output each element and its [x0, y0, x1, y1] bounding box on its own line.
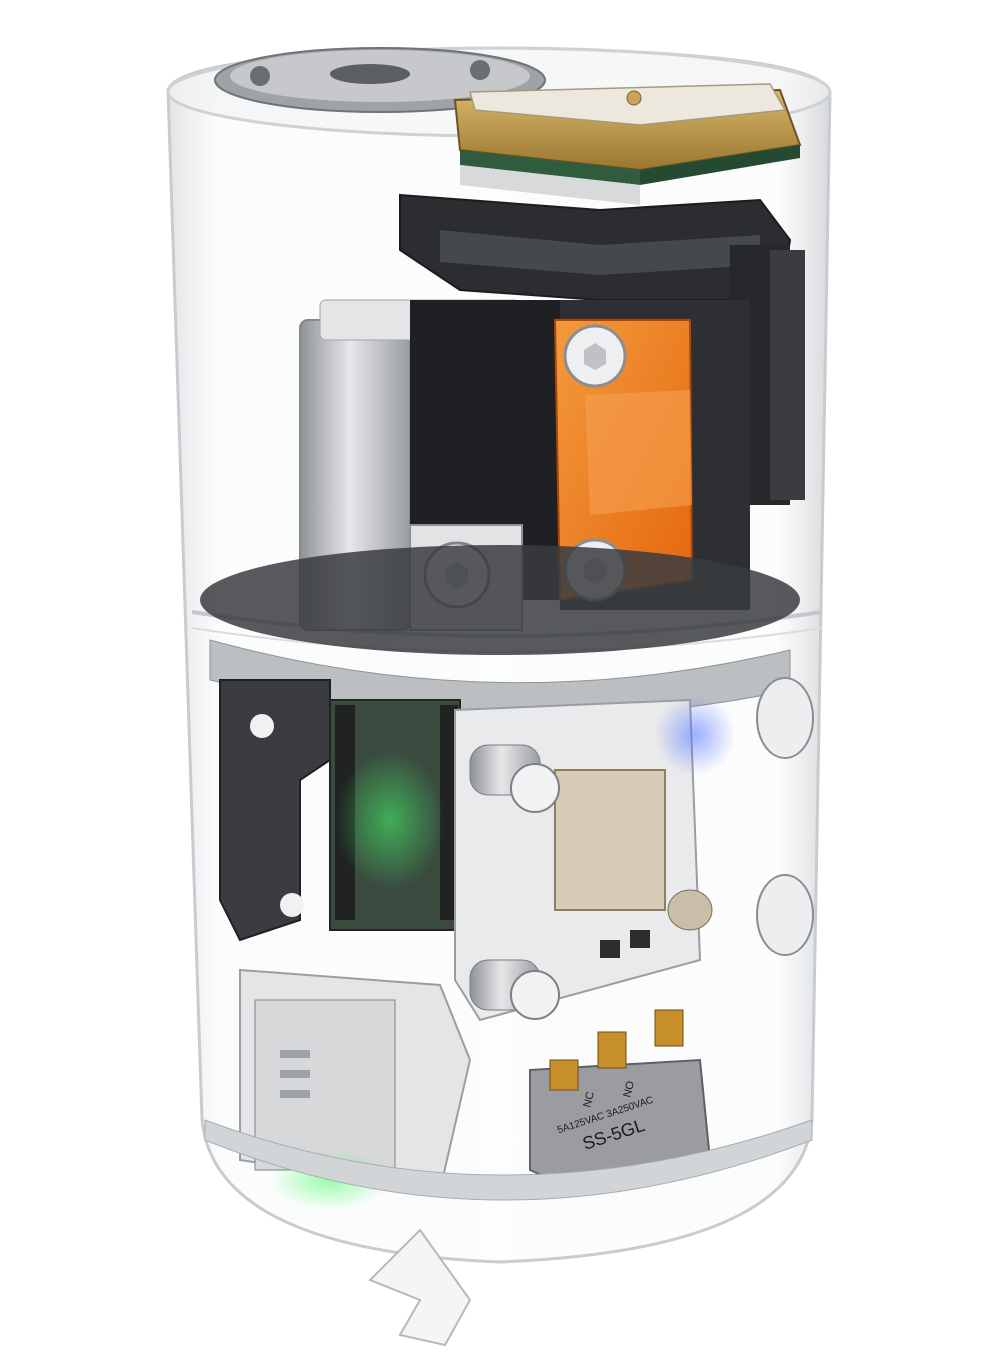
- switch-pin-no-label: NO: [621, 1079, 637, 1098]
- side-screw-lower-right: [756, 874, 814, 956]
- microswitch: SS-5GL 5A125VAC 3A250VAC NC NO: [529, 1009, 712, 1192]
- bottom-base: [204, 1119, 813, 1347]
- lower-bracket: [219, 679, 331, 942]
- gps-antenna-module: [453, 83, 802, 205]
- standoff-screw-upper: [469, 744, 560, 813]
- switch-pin-nc-label: NC: [581, 1090, 597, 1109]
- sd-card-board: [239, 968, 472, 1210]
- top-motor-disk: [214, 47, 546, 113]
- bracket-screw-top: [563, 324, 627, 388]
- center-board: [454, 695, 735, 1022]
- side-screw-upper-right: [756, 677, 814, 759]
- main-pcb: [329, 699, 461, 931]
- standoff-screw-lower: [469, 959, 560, 1020]
- actuator-lever: [368, 1228, 472, 1347]
